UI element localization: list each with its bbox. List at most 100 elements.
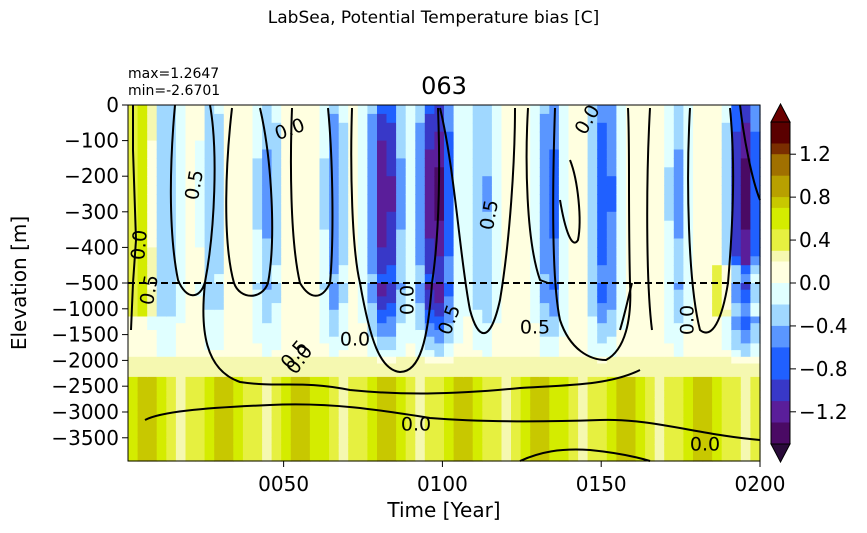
heatmap-cell: [329, 158, 340, 168]
heatmap-cell: [271, 149, 282, 159]
heatmap-cell: [329, 403, 340, 411]
heatmap-cell: [290, 194, 301, 204]
heatmap-cell: [396, 265, 407, 275]
heatmap-cell: [128, 185, 139, 195]
heatmap-cell: [635, 323, 646, 331]
heatmap-cell: [434, 309, 445, 318]
heatmap-cell: [597, 274, 608, 284]
heatmap-cell: [300, 140, 311, 151]
heatmap-cell: [252, 336, 263, 344]
heatmap-cell: [290, 303, 301, 311]
heatmap-cell: [329, 229, 340, 240]
heatmap-cell: [348, 274, 359, 284]
heatmap-cell: [702, 383, 713, 391]
colorbar-segment: [771, 186, 790, 198]
heatmap-cell: [319, 131, 330, 142]
heatmap-cell: [558, 296, 570, 304]
heatmap-cell: [348, 256, 359, 266]
heatmap-cell: [367, 211, 378, 222]
heatmap-cell: [539, 265, 550, 275]
heatmap-cell: [568, 149, 579, 159]
heatmap-cell: [204, 296, 215, 304]
heatmap-cell: [597, 211, 608, 222]
heatmap-cell: [147, 202, 158, 213]
heatmap-cell: [616, 363, 627, 371]
heatmap-cell: [309, 113, 321, 124]
heatmap-cell: [290, 376, 301, 385]
heatmap-cell: [405, 417, 416, 425]
heatmap-cell: [223, 303, 234, 311]
heatmap-cell: [281, 211, 292, 222]
heatmap-cell: [185, 444, 196, 452]
heatmap-cell: [597, 265, 608, 275]
heatmap-cell: [511, 437, 522, 445]
heatmap-cell: [204, 376, 215, 385]
heatmap-cell: [424, 343, 435, 351]
heatmap-cell: [587, 265, 598, 275]
heatmap-cell: [740, 343, 751, 351]
heatmap-cell: [271, 283, 282, 291]
heatmap-cell: [702, 265, 713, 275]
heatmap-cell: [434, 423, 445, 432]
heatmap-cell: [405, 113, 416, 124]
heatmap-cell: [463, 356, 474, 365]
heatmap-cell: [329, 274, 340, 284]
heatmap-cell: [712, 131, 723, 142]
heatmap-cell: [185, 220, 196, 231]
heatmap-cell: [472, 167, 483, 177]
heatmap-cell: [214, 316, 225, 324]
heatmap-cell: [329, 122, 340, 133]
heatmap-cell: [166, 316, 177, 324]
heatmap-cell: [568, 105, 579, 115]
heatmap-cell: [491, 149, 503, 159]
heatmap-cell: [156, 274, 167, 284]
heatmap-cell: [300, 356, 311, 365]
heatmap-cell: [740, 202, 751, 213]
heatmap-cell: [367, 316, 378, 324]
heatmap-cell: [204, 450, 215, 462]
heatmap-cell: [405, 397, 416, 405]
heatmap-cell: [290, 211, 301, 222]
heatmap-cell: [223, 167, 234, 177]
heatmap-cell: [348, 105, 359, 115]
heatmap-cell: [386, 113, 397, 124]
heatmap-cell: [175, 105, 187, 115]
heatmap-cell: [204, 211, 215, 222]
heatmap-cell: [520, 363, 531, 371]
heatmap-cell: [415, 265, 426, 275]
heatmap-cell: [740, 113, 751, 124]
heatmap-cell: [252, 403, 263, 411]
heatmap-cell: [558, 289, 570, 297]
heatmap-cell: [137, 397, 148, 405]
heatmap-cell: [530, 131, 541, 142]
heatmap-cell: [635, 167, 646, 177]
heatmap-cell: [424, 383, 435, 391]
heatmap-cell: [415, 274, 426, 284]
heatmap-cell: [578, 113, 589, 124]
heatmap-cell: [434, 343, 445, 351]
heatmap-cell: [386, 122, 397, 133]
heatmap-cell: [424, 185, 435, 195]
heatmap-cell: [645, 383, 656, 391]
heatmap-cell: [673, 350, 684, 358]
heatmap-cell: [348, 336, 359, 344]
heatmap-cell: [195, 185, 206, 195]
heatmap-cell: [520, 350, 531, 358]
heatmap-cell: [415, 289, 426, 297]
heatmap-cell: [673, 390, 684, 398]
heatmap-cell: [673, 140, 684, 151]
heatmap-cell: [137, 283, 148, 291]
heatmap-cell: [558, 363, 570, 371]
heatmap-cell: [128, 383, 139, 391]
heatmap-cell: [683, 265, 694, 275]
heatmap-cell: [223, 202, 234, 213]
heatmap-cell: [463, 202, 474, 213]
heatmap-cell: [568, 430, 579, 438]
heatmap-cell: [156, 423, 167, 432]
heatmap-cell: [281, 113, 292, 124]
heatmap-cell: [242, 430, 254, 438]
heatmap-cell: [434, 350, 445, 358]
heatmap-cell: [625, 202, 637, 213]
heatmap-cell: [185, 296, 196, 304]
